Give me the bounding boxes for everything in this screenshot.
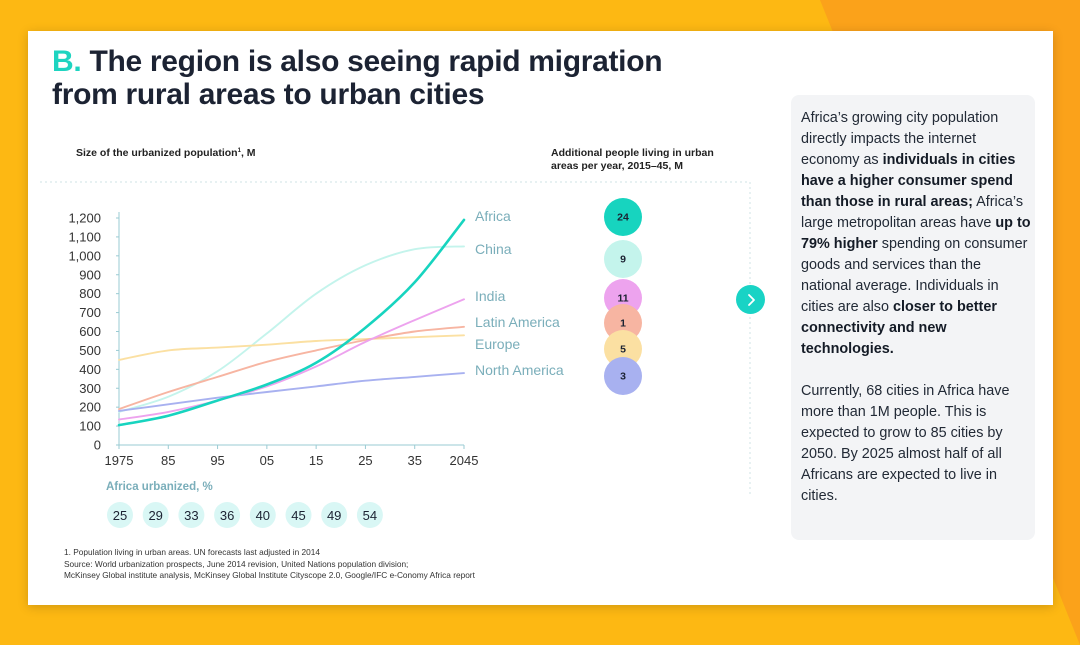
footnote-source-1: Source: World urbanization prospects, Ju… [64,558,409,569]
side-paragraph-1-segment: Africa’s growing city population directl… [801,110,999,168]
bubble-value-north-america: 3 [620,371,626,383]
side-paragraph-1-segment: spending on consumer goods and services … [801,236,1028,315]
series-label-europe: Europe [475,336,520,352]
slide-card: B. The region is also seeing rapid migra… [28,31,1053,605]
africa-urbanized-label: Africa urbanized, % [106,481,213,493]
urbanized-pct-circle [107,502,133,528]
title-line-1: The region is also seeing rapid migratio… [81,45,663,78]
bubble-north-america [604,357,642,395]
y-tick-label: 1,200 [68,211,101,226]
side-paragraph-1-segment: closer to better connectivity and new te… [801,299,997,357]
chevron-right-icon [747,293,755,306]
urbanized-pct-value: 49 [327,508,341,523]
urbanized-pct-value: 40 [256,508,270,523]
bubble-china [604,240,642,278]
y-tick-label: 1,000 [68,248,101,263]
y-axis-label-unit: , M [241,147,256,159]
urbanization-chart: Size of the urbanized population1, M Add… [40,147,751,528]
footnotes: 1. Population living in urban areas. UN … [64,547,475,582]
side-panel-text: Africa’s growing city population directl… [801,108,1033,528]
x-tick-label: 05 [260,453,274,468]
x-tick-label: 15 [309,453,323,468]
side-paragraph-2: Currently, 68 cities in Africa have more… [801,383,1010,504]
bubble-value-china: 9 [620,254,626,266]
urbanized-pct-circle [285,502,312,528]
y-tick-label: 100 [79,419,101,434]
x-tick-label: 25 [358,453,372,468]
urbanized-pct-value: 54 [363,508,377,523]
y-tick-label: 500 [79,343,101,358]
series-line-africa [117,218,466,427]
urbanized-pct-value: 45 [291,508,305,523]
bubbles-header-line-2: areas per year, 2015–45, M [551,160,683,172]
bubble-value-africa: 24 [617,212,629,224]
urbanized-pct-circle [321,502,348,528]
x-tick-label: 1975 [105,453,134,468]
bubbles-header-line-1: Additional people living in urban [551,147,714,159]
urbanized-pct-value: 33 [184,508,198,523]
urbanized-pct-circle [356,502,383,528]
urbanized-pct-value: 25 [113,508,127,523]
next-button[interactable] [736,285,765,314]
y-tick-label: 1,100 [68,229,101,244]
x-tick-label: 95 [210,453,224,468]
side-paragraph-1: Africa’s growing city population directl… [801,108,1033,360]
series-label-north-america: North America [475,362,564,378]
urbanized-pct-value: 36 [220,508,234,523]
x-tick-label: 85 [161,453,175,468]
bubble-value-europe: 5 [620,344,626,356]
bubble-value-latin-america: 1 [620,318,626,330]
series-label-latin-america: Latin America [475,314,560,330]
x-tick-label: 35 [407,453,421,468]
y-axis-label: Size of the urbanized population1, M [76,147,256,159]
section-letter: B. [52,45,82,78]
y-tick-label: 800 [79,286,101,301]
bubble-latin-america [604,304,642,342]
series-line-europe [118,334,465,361]
series-line-latin-america [118,325,465,411]
bubble-africa [604,198,642,236]
bubble-value-india: 11 [617,293,628,305]
urbanized-pct-circle [214,502,241,528]
y-tick-label: 300 [79,381,101,396]
urbanized-pct-value: 29 [148,508,162,523]
title-line-2: from rural areas to urban cities [52,78,485,111]
y-axis-label-sup: 1 [238,148,242,154]
series-line-india [118,298,465,421]
slide-title: B. The region is also seeing rapid migra… [52,45,663,111]
side-paragraph-1-segment: up to 79% higher [801,215,1031,252]
x-tick-label: 2045 [450,453,479,468]
series-line-china [118,245,465,413]
side-paragraph-1-segment: Africa’s large metropolitan areas have [801,194,1024,231]
bubble-europe [604,330,642,368]
urbanized-pct-circle [249,502,276,528]
y-tick-label: 700 [79,305,101,320]
series-label-india: India [475,288,506,304]
y-tick-label: 600 [79,324,101,339]
series-label-africa: Africa [475,208,511,224]
side-panel: Africa’s growing city population directl… [791,95,1035,540]
series-line-north-america [118,372,465,412]
footnote-source-2: McKinsey Global institute analysis, McKi… [64,570,475,580]
footnote-1: 1. Population living in urban areas. UN … [64,547,320,557]
urbanized-pct-circle [178,502,205,528]
urbanized-pct-circle [142,502,169,528]
y-tick-label: 200 [79,400,101,415]
side-paragraph-1-segment: individuals in cities have a higher cons… [801,152,1016,210]
y-tick-label: 0 [94,438,101,453]
y-tick-label: 900 [79,267,101,282]
y-tick-label: 400 [79,362,101,377]
y-axis-label-main: Size of the urbanized population [76,147,238,159]
series-label-china: China [475,241,512,257]
